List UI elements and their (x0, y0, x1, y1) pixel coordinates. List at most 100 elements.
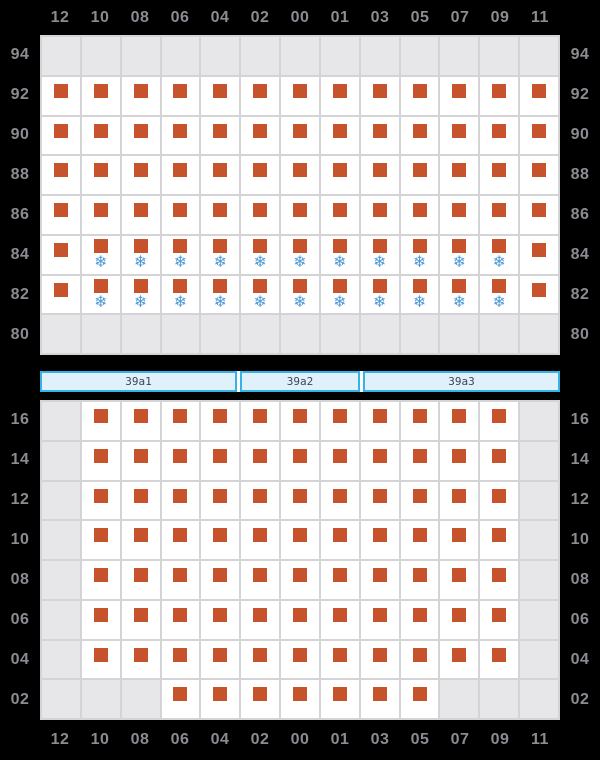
slot-08-00[interactable] (281, 561, 319, 599)
slot-90-05[interactable] (400, 116, 439, 155)
slot-12-00[interactable] (281, 481, 319, 520)
slot-06-07[interactable] (440, 600, 479, 639)
slot-90-04[interactable] (201, 116, 240, 155)
slot-08-04[interactable] (201, 561, 240, 599)
slot-86-12[interactable] (42, 196, 80, 234)
slot-84-06[interactable]: ❄ (161, 235, 200, 274)
slot-04-04[interactable] (201, 640, 240, 679)
slot-88-09[interactable] (480, 156, 519, 194)
slot-14-03[interactable] (360, 441, 399, 480)
slot-04-01[interactable] (320, 640, 359, 679)
slot-84-11[interactable] (520, 235, 558, 274)
slot-10-09[interactable] (480, 521, 519, 559)
slot-84-00[interactable]: ❄ (281, 235, 319, 274)
slot-10-02[interactable] (241, 521, 280, 559)
slot-14-06[interactable] (161, 441, 200, 480)
slot-86-03[interactable] (360, 196, 399, 234)
slot-10-04[interactable] (201, 521, 240, 559)
slot-04-07[interactable] (440, 640, 479, 679)
slot-12-10[interactable] (81, 481, 120, 520)
slot-82-11[interactable] (520, 275, 558, 314)
bay-button-39a1[interactable]: 39a1 (40, 371, 238, 392)
slot-14-00[interactable] (281, 441, 319, 480)
slot-86-07[interactable] (440, 196, 479, 234)
bay-button-39a2[interactable]: 39a2 (240, 371, 360, 392)
slot-88-04[interactable] (201, 156, 240, 194)
slot-14-02[interactable] (241, 441, 280, 480)
slot-06-02[interactable] (241, 600, 280, 639)
slot-12-02[interactable] (241, 481, 280, 520)
slot-88-11[interactable] (520, 156, 558, 194)
slot-90-02[interactable] (241, 116, 280, 155)
slot-16-03[interactable] (360, 402, 399, 440)
slot-14-10[interactable] (81, 441, 120, 480)
slot-90-08[interactable] (121, 116, 160, 155)
slot-06-10[interactable] (81, 600, 120, 639)
slot-16-08[interactable] (121, 402, 160, 440)
slot-86-04[interactable] (201, 196, 240, 234)
slot-06-09[interactable] (480, 600, 519, 639)
slot-06-04[interactable] (201, 600, 240, 639)
slot-06-03[interactable] (360, 600, 399, 639)
slot-08-03[interactable] (360, 561, 399, 599)
slot-88-05[interactable] (400, 156, 439, 194)
slot-12-05[interactable] (400, 481, 439, 520)
slot-08-01[interactable] (320, 561, 359, 599)
slot-16-02[interactable] (241, 402, 280, 440)
slot-84-07[interactable]: ❄ (440, 235, 479, 274)
slot-92-10[interactable] (81, 76, 120, 115)
slot-92-04[interactable] (201, 76, 240, 115)
slot-82-09[interactable]: ❄ (480, 275, 519, 314)
slot-92-07[interactable] (440, 76, 479, 115)
slot-04-09[interactable] (480, 640, 519, 679)
slot-12-01[interactable] (320, 481, 359, 520)
slot-86-11[interactable] (520, 196, 558, 234)
slot-04-03[interactable] (360, 640, 399, 679)
slot-10-10[interactable] (81, 521, 120, 559)
slot-90-06[interactable] (161, 116, 200, 155)
slot-16-04[interactable] (201, 402, 240, 440)
slot-16-07[interactable] (440, 402, 479, 440)
slot-12-03[interactable] (360, 481, 399, 520)
slot-88-01[interactable] (320, 156, 359, 194)
slot-12-08[interactable] (121, 481, 160, 520)
slot-90-09[interactable] (480, 116, 519, 155)
slot-84-04[interactable]: ❄ (201, 235, 240, 274)
slot-92-09[interactable] (480, 76, 519, 115)
slot-88-03[interactable] (360, 156, 399, 194)
slot-90-10[interactable] (81, 116, 120, 155)
slot-10-05[interactable] (400, 521, 439, 559)
slot-08-09[interactable] (480, 561, 519, 599)
slot-92-05[interactable] (400, 76, 439, 115)
slot-08-02[interactable] (241, 561, 280, 599)
slot-84-08[interactable]: ❄ (121, 235, 160, 274)
slot-82-06[interactable]: ❄ (161, 275, 200, 314)
slot-10-06[interactable] (161, 521, 200, 559)
slot-84-05[interactable]: ❄ (400, 235, 439, 274)
slot-04-00[interactable] (281, 640, 319, 679)
bay-button-39a3[interactable]: 39a3 (362, 371, 560, 392)
slot-92-11[interactable] (520, 76, 558, 115)
slot-14-01[interactable] (320, 441, 359, 480)
slot-84-10[interactable]: ❄ (81, 235, 120, 274)
slot-92-00[interactable] (281, 76, 319, 115)
slot-06-08[interactable] (121, 600, 160, 639)
slot-14-08[interactable] (121, 441, 160, 480)
slot-12-06[interactable] (161, 481, 200, 520)
slot-02-05[interactable] (400, 680, 439, 718)
slot-86-08[interactable] (121, 196, 160, 234)
slot-04-05[interactable] (400, 640, 439, 679)
slot-16-00[interactable] (281, 402, 319, 440)
slot-04-10[interactable] (81, 640, 120, 679)
slot-02-01[interactable] (320, 680, 359, 718)
slot-88-00[interactable] (281, 156, 319, 194)
slot-12-09[interactable] (480, 481, 519, 520)
slot-82-00[interactable]: ❄ (281, 275, 319, 314)
slot-88-02[interactable] (241, 156, 280, 194)
slot-10-07[interactable] (440, 521, 479, 559)
slot-16-06[interactable] (161, 402, 200, 440)
slot-16-05[interactable] (400, 402, 439, 440)
slot-04-08[interactable] (121, 640, 160, 679)
slot-08-05[interactable] (400, 561, 439, 599)
slot-86-06[interactable] (161, 196, 200, 234)
